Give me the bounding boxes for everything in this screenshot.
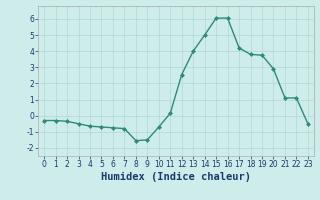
X-axis label: Humidex (Indice chaleur): Humidex (Indice chaleur)	[101, 172, 251, 182]
